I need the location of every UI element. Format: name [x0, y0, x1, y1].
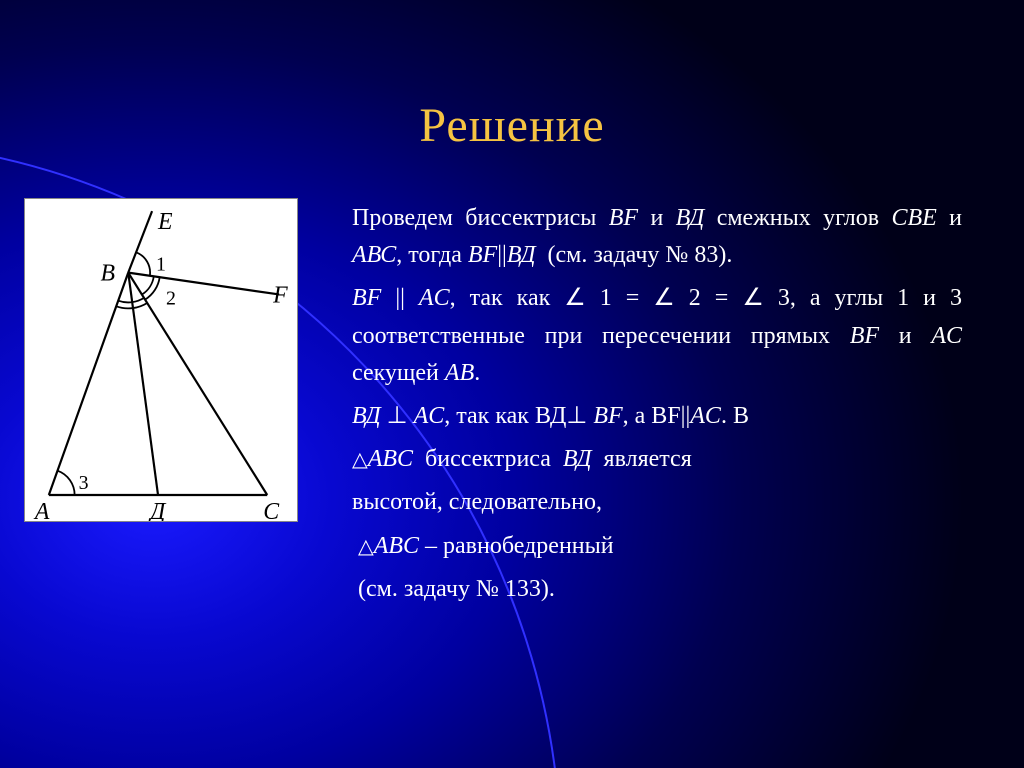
svg-text:E: E: [157, 209, 173, 235]
svg-text:Д: Д: [148, 499, 167, 521]
svg-text:B: B: [100, 261, 115, 287]
paragraph-3: △ABC биссектриса ВД является: [352, 441, 962, 478]
geometry-diagram: E B F A Д C 12 3: [24, 198, 298, 522]
paragraph-5: △ABC – равнобедренный: [352, 528, 962, 565]
svg-text:F: F: [272, 282, 288, 308]
svg-text:C: C: [263, 499, 280, 521]
svg-text:1: 1: [156, 254, 166, 276]
svg-text:2: 2: [166, 287, 176, 309]
paragraph-4: высотой, следовательно,: [352, 484, 962, 521]
paragraph-1: BF || AC, так как ∠ 1 = ∠ 2 = ∠ 3, а угл…: [352, 280, 962, 392]
paragraph-6: (см. задачу № 133).: [352, 571, 962, 608]
svg-text:3: 3: [79, 472, 89, 494]
paragraph-0: Проведем биссектрисы BF и ВД смежных угл…: [352, 200, 962, 274]
paragraph-2: ВД ⊥ AC, так как ВД⊥ BF, а ВF||AC. В: [352, 398, 962, 435]
svg-text:A: A: [33, 499, 50, 521]
solution-text: Проведем биссектрисы BF и ВД смежных угл…: [352, 200, 962, 614]
page-title: Решение: [0, 98, 1024, 153]
